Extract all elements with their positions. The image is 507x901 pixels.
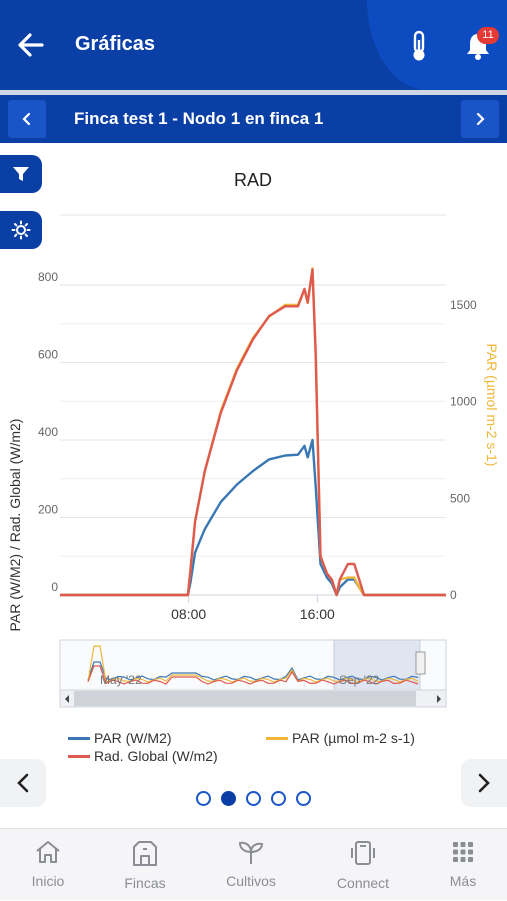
legend-label: Rad. Global (W/m2) xyxy=(94,748,218,764)
y2-axis-label: PAR (µmol m-2 s-1) xyxy=(484,344,500,467)
home-icon xyxy=(36,841,60,863)
series-line-0[interactable] xyxy=(60,438,446,597)
x-tick-label: 16:00 xyxy=(300,606,335,622)
chart-series xyxy=(60,267,446,597)
y-tick-label: 800 xyxy=(38,270,58,284)
chevron-right-icon xyxy=(476,112,485,126)
y2-tick-label: 1000 xyxy=(450,395,477,409)
sprout-icon xyxy=(238,841,264,864)
thermometer-icon[interactable] xyxy=(407,30,431,62)
page-dot[interactable] xyxy=(271,791,286,806)
notification-badge: 11 xyxy=(477,27,499,44)
range-navigator[interactable]: May '22 Sep '22 xyxy=(59,639,447,708)
previous-node-button[interactable] xyxy=(8,100,46,138)
scroll-left-icon[interactable] xyxy=(65,695,69,703)
page-indicator xyxy=(196,791,321,806)
legend-label: PAR (W/M2) xyxy=(94,730,172,746)
legend-label: PAR (µmol m-2 s-1) xyxy=(292,730,415,746)
rad-chart: RAD 0 200 400 600 800 0 500 1000 1500 08:00 16:0… xyxy=(0,150,507,770)
nav-label: Inicio xyxy=(31,873,65,889)
navigator-handle[interactable] xyxy=(415,651,426,675)
series-line-1[interactable] xyxy=(60,267,446,597)
nav-mas[interactable]: Más xyxy=(418,829,507,901)
legend-par-wm2[interactable]: PAR (W/M2) xyxy=(68,730,172,746)
y-tick-label: 600 xyxy=(38,348,58,362)
nav-fincas[interactable]: Fincas xyxy=(100,829,190,901)
x-tick-label: 08:00 xyxy=(171,606,206,622)
y2-axis-ticks: 0 500 1000 1500 xyxy=(450,298,477,602)
nav-label: Fincas xyxy=(124,875,166,891)
next-node-button[interactable] xyxy=(461,100,499,138)
scroll-right-icon[interactable] xyxy=(437,695,441,703)
legend-swatch xyxy=(68,736,90,740)
chevron-right-icon xyxy=(478,773,490,793)
app-bar: Gráficas 11 xyxy=(0,0,507,90)
legend-par-umol[interactable]: PAR (µmol m-2 s-1) xyxy=(266,730,415,746)
series-line-2[interactable] xyxy=(60,268,446,597)
filter-icon xyxy=(13,167,29,181)
header-divider xyxy=(0,90,507,95)
back-arrow-icon[interactable] xyxy=(14,28,48,62)
chart-title: RAD xyxy=(234,170,272,190)
y-tick-label: 400 xyxy=(38,425,58,439)
navigator-label-1: May '22 xyxy=(100,673,142,687)
y-tick-label: 0 xyxy=(51,580,58,594)
y-axis-label: PAR (W/M2) / Rad. Global (W/m2) xyxy=(7,419,23,632)
previous-chart-button[interactable] xyxy=(0,759,46,807)
grid-icon xyxy=(453,842,473,862)
page-dot[interactable] xyxy=(246,791,261,806)
farm-icon xyxy=(133,841,157,866)
navigator-series-line xyxy=(87,645,419,683)
chart-grid xyxy=(60,214,446,596)
navigator-label-2: Sep '22 xyxy=(339,673,380,687)
y-tick-label: 200 xyxy=(38,503,58,517)
legend-swatch xyxy=(266,736,288,740)
bottom-navigation: Inicio Fincas Cultivos Connect Más xyxy=(0,828,507,900)
nav-inicio[interactable]: Inicio xyxy=(3,829,93,901)
x-axis-ticks: 08:00 16:00 xyxy=(171,595,335,622)
page-title: Gráficas xyxy=(75,33,156,55)
device-icon xyxy=(351,841,375,865)
chevron-left-icon xyxy=(17,773,29,793)
nav-cultivos[interactable]: Cultivos xyxy=(206,829,296,901)
node-title: Finca test 1 - Nodo 1 en finca 1 xyxy=(74,109,324,128)
nav-label: Connect xyxy=(336,875,390,891)
sun-icon xyxy=(11,220,31,240)
legend-rad-global[interactable]: Rad. Global (W/m2) xyxy=(68,748,218,764)
y2-tick-label: 500 xyxy=(450,491,470,505)
filter-button[interactable] xyxy=(0,155,42,193)
next-chart-button[interactable] xyxy=(461,759,507,807)
nav-label: Más xyxy=(449,873,477,889)
scrollbar-thumb[interactable] xyxy=(74,691,416,706)
page-dot[interactable] xyxy=(196,791,211,806)
y2-tick-label: 0 xyxy=(450,588,457,602)
navigator-series xyxy=(87,645,419,685)
chart-canvas[interactable]: RAD 0 200 400 600 800 0 500 1000 1500 08:00 16:0… xyxy=(0,150,507,770)
nav-connect[interactable]: Connect xyxy=(318,829,408,901)
page-dot[interactable] xyxy=(296,791,311,806)
navigator-series-line xyxy=(87,665,419,685)
sensor-settings-button[interactable] xyxy=(0,211,42,249)
page-dot[interactable] xyxy=(221,791,236,806)
node-selector: Finca test 1 - Nodo 1 en finca 1 xyxy=(0,95,507,143)
nav-label: Cultivos xyxy=(226,873,276,889)
y2-tick-label: 1500 xyxy=(450,298,477,312)
legend-swatch xyxy=(68,754,90,758)
chevron-left-icon xyxy=(22,112,31,126)
y-axis-ticks: 0 200 400 600 800 xyxy=(38,270,58,594)
